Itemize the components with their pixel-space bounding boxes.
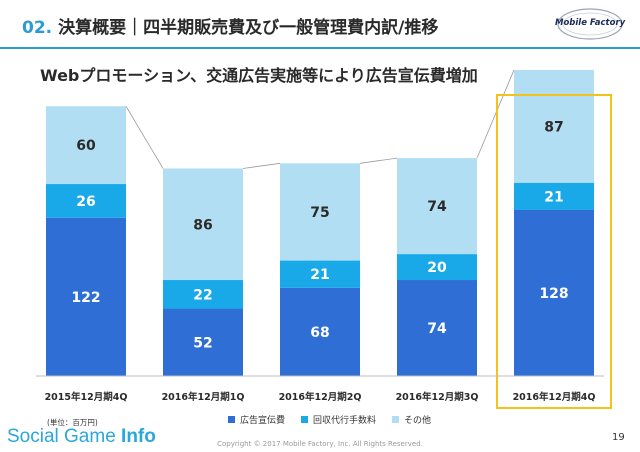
connector-line xyxy=(359,157,398,164)
highlight-box xyxy=(496,94,612,409)
chart-legend: 広告宣伝費 回収代行手数料 その他 xyxy=(228,413,447,426)
bar-segment-outsourcing xyxy=(514,182,594,210)
legend-item-ad: 広告宣伝費 xyxy=(228,413,285,426)
data-label-other: 60 xyxy=(76,138,96,154)
x-tick-label: 2016年12月期3Q xyxy=(396,391,479,403)
data-label-ad: 68 xyxy=(310,325,329,341)
connector-line xyxy=(242,162,281,169)
data-label-outsourcing: 21 xyxy=(544,189,563,205)
data-label-ad: 122 xyxy=(71,290,100,306)
data-label-ad: 128 xyxy=(539,286,568,302)
bar-segment-ad xyxy=(280,287,360,376)
logo-ring-icon xyxy=(557,8,623,40)
bar-segment-outsourcing xyxy=(280,260,360,288)
data-label-other: 87 xyxy=(544,119,563,135)
watermark-bold-text: Info xyxy=(121,426,156,447)
connector-line xyxy=(476,69,515,159)
x-tick-label: 2016年12月期4Q xyxy=(513,391,596,403)
bar-segment-ad xyxy=(397,280,477,376)
bar-segment-other xyxy=(46,106,126,185)
header-divider xyxy=(0,47,640,49)
slide-header: 02. 決算概要｜四半期販売費及び一般管理費内訳/推移 xyxy=(0,0,640,50)
watermark: Social Game Info xyxy=(7,426,156,448)
legend-label-other: その他 xyxy=(404,415,432,426)
bar-segment-outsourcing xyxy=(46,184,126,218)
bar-segment-ad xyxy=(163,308,243,376)
legend-item-other: その他 xyxy=(392,413,431,426)
bar-segment-ad xyxy=(514,209,594,376)
legend-swatch-ad xyxy=(228,415,235,423)
bar-segment-other xyxy=(397,158,477,255)
slide-subtitle: Webプロモーション、交通広告実施等により広告宣伝費増加 xyxy=(40,66,478,85)
x-tick-label: 2016年12月期2Q xyxy=(279,391,362,403)
logo-text: Mobile Factory xyxy=(555,18,626,28)
unit-label: (単位：百万円) xyxy=(47,418,98,427)
data-label-other: 86 xyxy=(193,217,212,233)
bar-segment-other xyxy=(514,69,594,183)
data-label-ad: 52 xyxy=(193,335,212,351)
bar-segment-other xyxy=(163,168,243,281)
watermark-text: Social Game xyxy=(7,426,122,447)
legend-swatch-outsourcing xyxy=(301,415,309,423)
data-label-outsourcing: 21 xyxy=(310,267,329,283)
section-number: 02. xyxy=(22,18,53,38)
data-label-other: 74 xyxy=(427,199,447,215)
section-title: 決算概要｜四半期販売費及び一般管理費内訳/推移 xyxy=(58,18,439,38)
bar-segment-outsourcing xyxy=(397,254,477,281)
page-number: 19 xyxy=(612,432,625,443)
data-label-outsourcing: 20 xyxy=(427,260,447,276)
copyright-text: Copyright © 2017 Mobile Factory, Inc. Al… xyxy=(217,440,423,448)
bar-segment-other xyxy=(280,163,360,261)
legend-item-outsourcing: 回収代行手数料 xyxy=(301,413,376,426)
x-tick-label: 2015年12月期4Q xyxy=(45,391,128,403)
x-tick-label: 2016年12月期1Q xyxy=(162,391,245,403)
data-label-ad: 74 xyxy=(427,321,447,337)
slide-title: 02. 決算概要｜四半期販売費及び一般管理費内訳/推移 xyxy=(22,13,438,38)
legend-swatch-other xyxy=(392,415,400,423)
bar-group: 122 26 60 52 22 86 68 21 75 74 20 74 128 21 87 xyxy=(46,69,594,376)
company-logo: Mobile Factory xyxy=(555,5,625,43)
connector-line xyxy=(125,106,164,169)
data-label-other: 75 xyxy=(310,205,329,221)
legend-label-outsourcing: 回収代行手数料 xyxy=(313,415,377,426)
data-label-outsourcing: 26 xyxy=(76,194,95,210)
bar-segment-ad xyxy=(46,217,126,376)
legend-label-ad: 広告宣伝費 xyxy=(240,415,286,426)
bar-segment-outsourcing xyxy=(163,280,243,309)
data-label-outsourcing: 22 xyxy=(193,287,212,303)
